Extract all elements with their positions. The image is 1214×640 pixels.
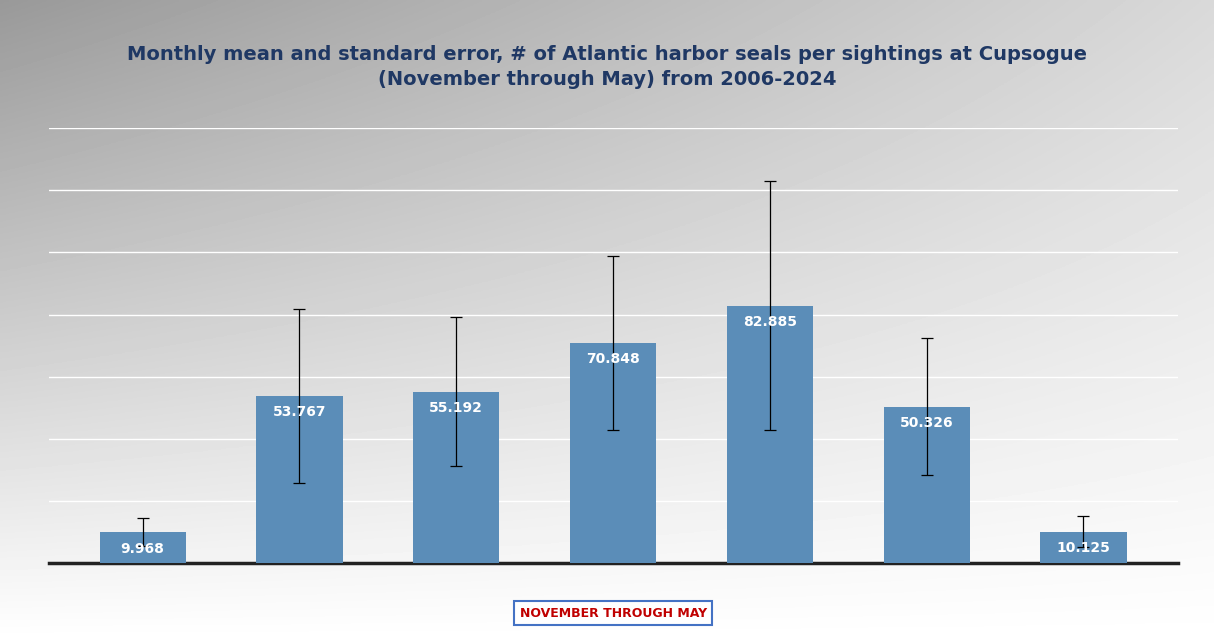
Text: Monthly mean and standard error, # of Atlantic harbor seals per sightings at Cup: Monthly mean and standard error, # of At… — [127, 45, 1087, 89]
Bar — [884, 407, 970, 563]
Bar — [100, 532, 186, 563]
Text: 10.125: 10.125 — [1056, 541, 1111, 555]
Bar — [256, 396, 342, 563]
Text: 53.767: 53.767 — [273, 405, 327, 419]
Text: 82.885: 82.885 — [743, 315, 796, 329]
Text: 50.326: 50.326 — [900, 416, 953, 430]
Text: 9.968: 9.968 — [120, 541, 165, 556]
Bar — [727, 305, 813, 563]
Text: 55.192: 55.192 — [430, 401, 483, 415]
Bar — [413, 392, 499, 563]
Text: NOVEMBER THROUGH MAY: NOVEMBER THROUGH MAY — [520, 607, 707, 620]
Text: 70.848: 70.848 — [586, 352, 640, 366]
Bar — [569, 343, 657, 563]
Bar — [1040, 532, 1127, 563]
